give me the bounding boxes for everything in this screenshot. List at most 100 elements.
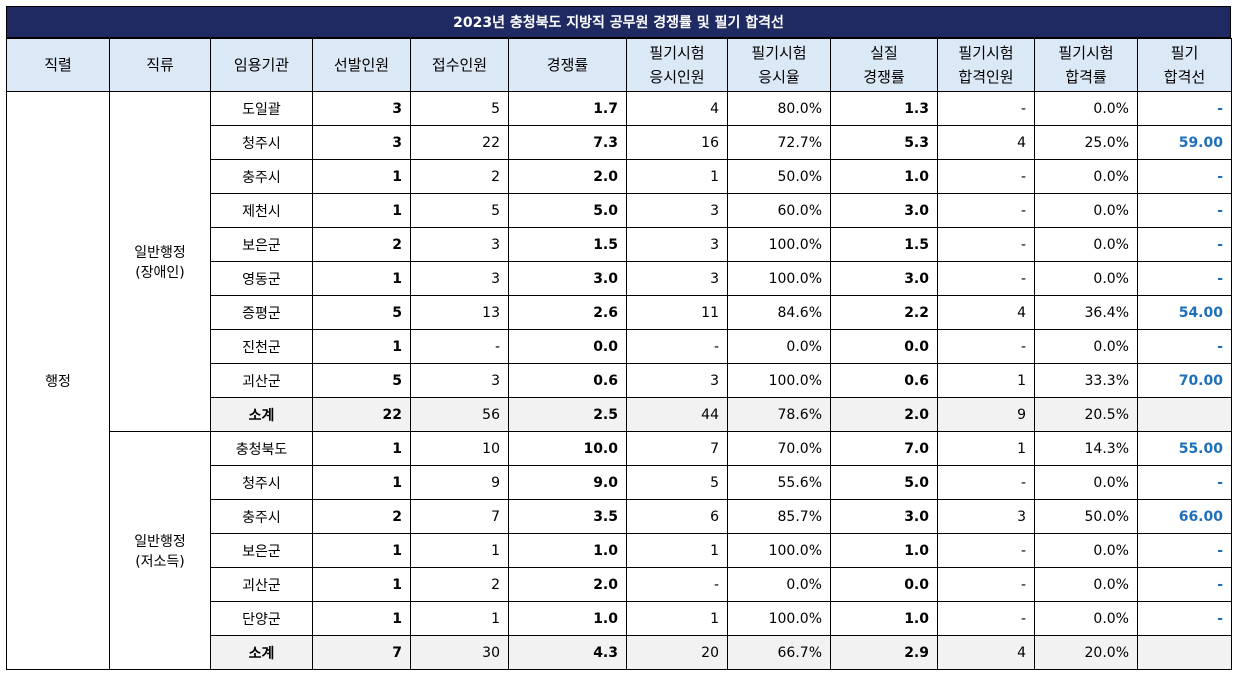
column-header: 필기시험 응시인원	[626, 38, 728, 92]
pass-line-cell: 55.00	[1137, 431, 1232, 466]
data-cell: 2	[312, 499, 411, 534]
data-cell: 5	[312, 363, 411, 398]
subtotal-row: 소계 7 30 4.3 20 66.7% 2.9 4 20.0%	[7, 635, 1232, 670]
data-cell: 4	[937, 125, 1035, 160]
data-cell: 1	[312, 431, 411, 466]
data-cell: 5.0	[508, 193, 627, 228]
data-cell: -	[626, 329, 728, 364]
data-cell: 3	[626, 227, 728, 262]
data-cell: 1	[410, 601, 509, 636]
data-cell: 50.0%	[1034, 499, 1138, 534]
pass-line-cell: -	[1137, 533, 1232, 568]
data-cell: -	[937, 567, 1035, 602]
pass-line-cell: 70.00	[1137, 363, 1232, 398]
table-row: 괴산군 5 3 0.6 3 100.0% 0.6 1 33.3% 70.00	[7, 363, 1232, 398]
data-cell: 7	[312, 635, 411, 670]
data-cell: 0.0%	[1034, 329, 1138, 364]
data-cell: 4.3	[508, 635, 627, 670]
data-cell: 14.3%	[1034, 431, 1138, 466]
results-table-container: 2023년 충청북도 지방직 공무원 경쟁률 및 필기 합격선 직렬 직류 임용기관…	[6, 6, 1232, 670]
data-cell: 3	[410, 261, 509, 296]
data-cell: 1.5	[830, 227, 938, 262]
pass-line-cell: -	[1137, 227, 1232, 262]
data-cell: 3.0	[508, 261, 627, 296]
data-cell: -	[937, 91, 1035, 126]
agency-cell: 보은군	[210, 533, 313, 568]
data-cell: 7.3	[508, 125, 627, 160]
data-cell: 2.5	[508, 397, 627, 432]
pass-line-cell: 59.00	[1137, 125, 1232, 160]
data-cell: 0.0%	[1034, 193, 1138, 228]
data-cell: 3	[410, 363, 509, 398]
data-cell: -	[937, 261, 1035, 296]
pass-line-cell	[1137, 397, 1232, 432]
column-header: 필기 합격선	[1137, 38, 1232, 92]
table-body: 행정 일반행정 (장애인) 도일괄 3 5 1.7 4 80.0% 1.3-0.0% - 청주시 3 22…	[6, 91, 1232, 670]
column-header: 임용기관	[210, 38, 313, 92]
category-cell: 일반행정 (저소득)	[109, 431, 211, 670]
pass-line-cell	[1137, 635, 1232, 670]
table-row: 증평군 5 13 2.6 11 84.6% 2.2 4 36.4% 54.00	[7, 295, 1232, 330]
data-cell: 100.0%	[727, 261, 831, 296]
column-header: 직류	[109, 38, 211, 92]
data-cell: 1.0	[830, 533, 938, 568]
agency-cell: 도일괄	[210, 91, 313, 126]
data-cell: 5	[410, 91, 509, 126]
data-cell: 3.0	[830, 193, 938, 228]
data-cell: 10	[410, 431, 509, 466]
data-cell: -	[937, 533, 1035, 568]
data-cell: 0.0%	[1034, 533, 1138, 568]
data-cell: 66.7%	[727, 635, 831, 670]
data-cell: 100.0%	[727, 533, 831, 568]
agency-cell: 보은군	[210, 227, 313, 262]
agency-cell: 충청북도	[210, 431, 313, 466]
agency-cell: 제천시	[210, 193, 313, 228]
data-cell: 0.0	[508, 329, 627, 364]
agency-cell: 진천군	[210, 329, 313, 364]
data-cell: 0.0%	[727, 567, 831, 602]
data-cell: 20.5%	[1034, 397, 1138, 432]
data-cell: 80.0%	[727, 91, 831, 126]
data-cell: -	[937, 159, 1035, 194]
data-cell: 5.3	[830, 125, 938, 160]
data-cell: 11	[626, 295, 728, 330]
data-cell: 2	[410, 159, 509, 194]
data-cell: 20	[626, 635, 728, 670]
subtotal-label: 소계	[210, 397, 313, 432]
data-cell: 1	[312, 533, 411, 568]
column-header: 선발인원	[312, 38, 411, 92]
data-cell: 22	[410, 125, 509, 160]
data-cell: 0.0%	[1034, 261, 1138, 296]
table-title: 2023년 충청북도 지방직 공무원 경쟁률 및 필기 합격선	[6, 6, 1231, 38]
data-cell: 2	[410, 567, 509, 602]
data-cell: 50.0%	[727, 159, 831, 194]
category-cell: 일반행정 (장애인)	[109, 91, 211, 432]
data-cell: 2.0	[508, 159, 627, 194]
data-cell: 78.6%	[727, 397, 831, 432]
pass-line-cell: -	[1137, 601, 1232, 636]
column-header: 경쟁률	[508, 38, 627, 92]
table-row: 보은군 2 3 1.5 3 100.0% 1.5-0.0% -	[7, 227, 1232, 262]
data-cell: 3	[937, 499, 1035, 534]
data-cell: 30	[410, 635, 509, 670]
agency-cell: 청주시	[210, 465, 313, 500]
data-cell: 3	[410, 227, 509, 262]
column-header: 필기시험 합격인원	[937, 38, 1035, 92]
pass-line-cell: -	[1137, 261, 1232, 296]
data-cell: 1	[312, 159, 411, 194]
data-cell: 13	[410, 295, 509, 330]
data-cell: 1.0	[508, 601, 627, 636]
table-row: 행정 일반행정 (장애인) 도일괄 3 5 1.7 4 80.0% 1.3-0.0% -	[6, 91, 1232, 670]
data-cell: -	[937, 193, 1035, 228]
data-cell: 1	[626, 601, 728, 636]
data-cell: 2.0	[830, 397, 938, 432]
column-header: 직렬	[6, 38, 110, 92]
table-row: 영동군 1 3 3.0 3 100.0% 3.0-0.0% -	[7, 261, 1232, 296]
data-cell: 10.0	[508, 431, 627, 466]
data-cell: 1	[312, 329, 411, 364]
data-cell: 4	[937, 295, 1035, 330]
data-cell: 0.0	[830, 567, 938, 602]
data-cell: 2.0	[508, 567, 627, 602]
data-cell: 3.0	[830, 261, 938, 296]
results-table: 직렬 직류 임용기관 선발인원 접수인원 경쟁률 필기시험 응시인원 필기시험 응시율 실질 경쟁률 필…	[6, 38, 1232, 670]
